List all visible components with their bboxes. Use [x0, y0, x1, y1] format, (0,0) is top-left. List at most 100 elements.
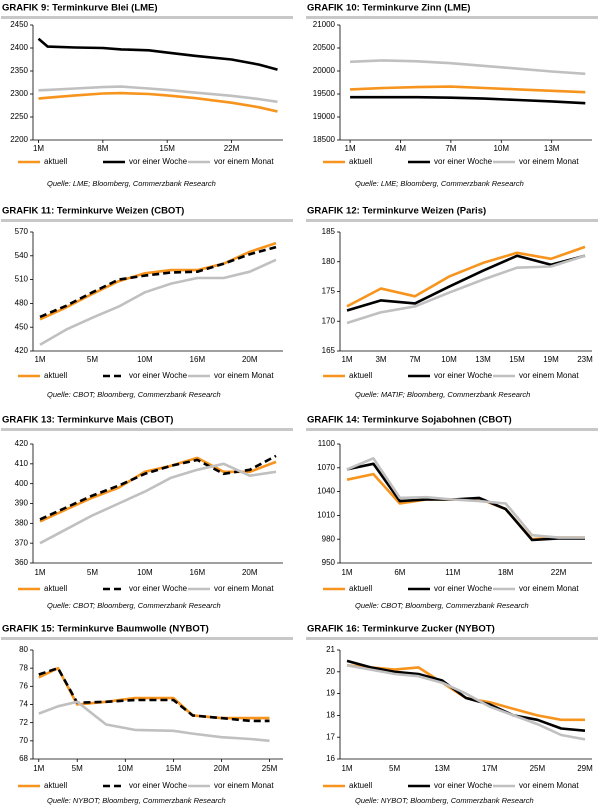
y-tick-label: 19 [326, 689, 335, 698]
legend-label: vor einem Monat [214, 371, 274, 380]
y-tick-label: 420 [15, 439, 29, 448]
x-tick-label: 5M [87, 355, 98, 364]
y-tick-label: 18500 [313, 135, 336, 144]
series-line [38, 85, 278, 104]
series-line [346, 659, 586, 732]
y-tick-label: 540 [15, 251, 29, 260]
legend-label: vor einer Woche [129, 371, 188, 380]
x-tick-label: 13M [434, 764, 450, 773]
source-note: Quelle: NYBOT; Bloomberg, Commerzbank Re… [47, 796, 226, 805]
series-line [39, 456, 277, 523]
y-tick-label: 80 [19, 645, 28, 654]
y-tick-label: 17 [326, 732, 335, 741]
x-tick-label: 13M [475, 355, 491, 364]
y-tick-label: 2200 [10, 135, 28, 144]
title-rule [1, 428, 293, 431]
series-line [39, 258, 277, 346]
x-tick-label: 1M [33, 144, 44, 153]
series-line [346, 472, 585, 541]
legend-label: vor einem Monat [519, 157, 579, 166]
x-tick-label: 17M [482, 764, 498, 773]
series-line [350, 85, 586, 94]
x-tick-label: 4M [395, 144, 406, 153]
series-line [346, 254, 586, 325]
series-line [38, 666, 270, 723]
legend-label: vor einem Monat [214, 584, 274, 593]
source-note: Quelle: CBOT; Bloomberg, Commerzbank Res… [47, 390, 221, 399]
x-tick-label: 11M [445, 568, 460, 577]
x-tick-label: 7M [445, 144, 456, 153]
y-tick-label: 16 [326, 754, 335, 763]
x-tick-label: 1M [34, 355, 45, 364]
legend-label: aktuell [44, 157, 67, 166]
y-tick-label: 1070 [317, 463, 335, 472]
x-tick-label: 29M [577, 764, 593, 773]
series-line [39, 462, 277, 545]
y-tick-label: 410 [15, 459, 29, 468]
legend-label: aktuell [44, 584, 67, 593]
y-tick-label: 165 [322, 346, 336, 355]
y-tick-label: 450 [15, 322, 29, 331]
x-tick-label: 3M [375, 355, 386, 364]
legend-label: vor einer Woche [434, 781, 493, 790]
x-tick-label: 10M [493, 144, 509, 153]
series-line [350, 59, 586, 76]
x-tick-label: 1M [33, 764, 44, 773]
title-rule [306, 219, 598, 222]
y-tick-label: 21000 [313, 20, 336, 29]
y-tick-label: 380 [15, 518, 29, 527]
chart-title: GRAFIK 15: Terminkurve Baumwolle (NYBOT) [2, 624, 209, 635]
y-tick-label: 18 [326, 711, 335, 720]
x-tick-label: 8M [97, 144, 108, 153]
y-tick-label: 180 [322, 257, 336, 266]
x-tick-label: 22M [551, 568, 567, 577]
chart-title: GRAFIK 12: Terminkurve Weizen (Paris) [307, 206, 486, 217]
title-rule [306, 637, 598, 640]
y-tick-label: 570 [15, 227, 29, 236]
x-tick-label: 10M [441, 355, 457, 364]
series-line [346, 457, 585, 539]
series-line [346, 245, 586, 308]
chart-title: GRAFIK 9: Terminkurve Blei (LME) [2, 3, 158, 14]
y-tick-label: 72 [19, 718, 28, 727]
source-note: Quelle: CBOT; Bloomberg, Commerzbank Res… [355, 601, 529, 610]
x-tick-label: 25M [530, 764, 546, 773]
y-tick-label: 1040 [317, 487, 335, 496]
chart-title: GRAFIK 10: Terminkurve Zinn (LME) [307, 3, 470, 14]
title-rule [1, 16, 293, 19]
y-tick-label: 370 [15, 538, 29, 547]
y-tick-label: 21 [326, 645, 335, 654]
series-line [38, 91, 278, 113]
x-tick-label: 25M [262, 764, 278, 773]
y-tick-label: 2400 [10, 43, 28, 52]
legend-label: aktuell [44, 781, 67, 790]
y-tick-label: 400 [15, 479, 29, 488]
series-line [37, 37, 278, 71]
title-rule [306, 428, 598, 431]
y-tick-label: 950 [322, 558, 336, 567]
legend-label: aktuell [349, 157, 372, 166]
x-tick-label: 18M [498, 568, 514, 577]
legend-label: vor einem Monat [214, 781, 274, 790]
y-tick-label: 980 [322, 534, 336, 543]
title-rule [1, 637, 293, 640]
x-tick-label: 20M [214, 764, 230, 773]
title-rule [1, 219, 293, 222]
x-tick-label: 22M [224, 144, 240, 153]
x-tick-label: 20M [242, 568, 258, 577]
y-tick-label: 74 [19, 700, 28, 709]
y-tick-label: 20 [326, 667, 335, 676]
legend-label: aktuell [349, 781, 372, 790]
x-tick-label: 1M [341, 764, 352, 773]
title-rule [306, 16, 598, 19]
y-tick-label: 1100 [318, 439, 336, 448]
y-tick-label: 480 [15, 299, 29, 308]
series-line [38, 700, 270, 743]
x-tick-label: 20M [242, 355, 258, 364]
legend-label: vor einer Woche [434, 157, 493, 166]
x-tick-label: 15M [159, 144, 175, 153]
legend-label: vor einer Woche [129, 584, 188, 593]
chart-title: GRAFIK 11: Terminkurve Weizen (CBOT) [2, 206, 184, 217]
y-tick-label: 19000 [313, 112, 336, 121]
legend-label: vor einem Monat [519, 584, 579, 593]
